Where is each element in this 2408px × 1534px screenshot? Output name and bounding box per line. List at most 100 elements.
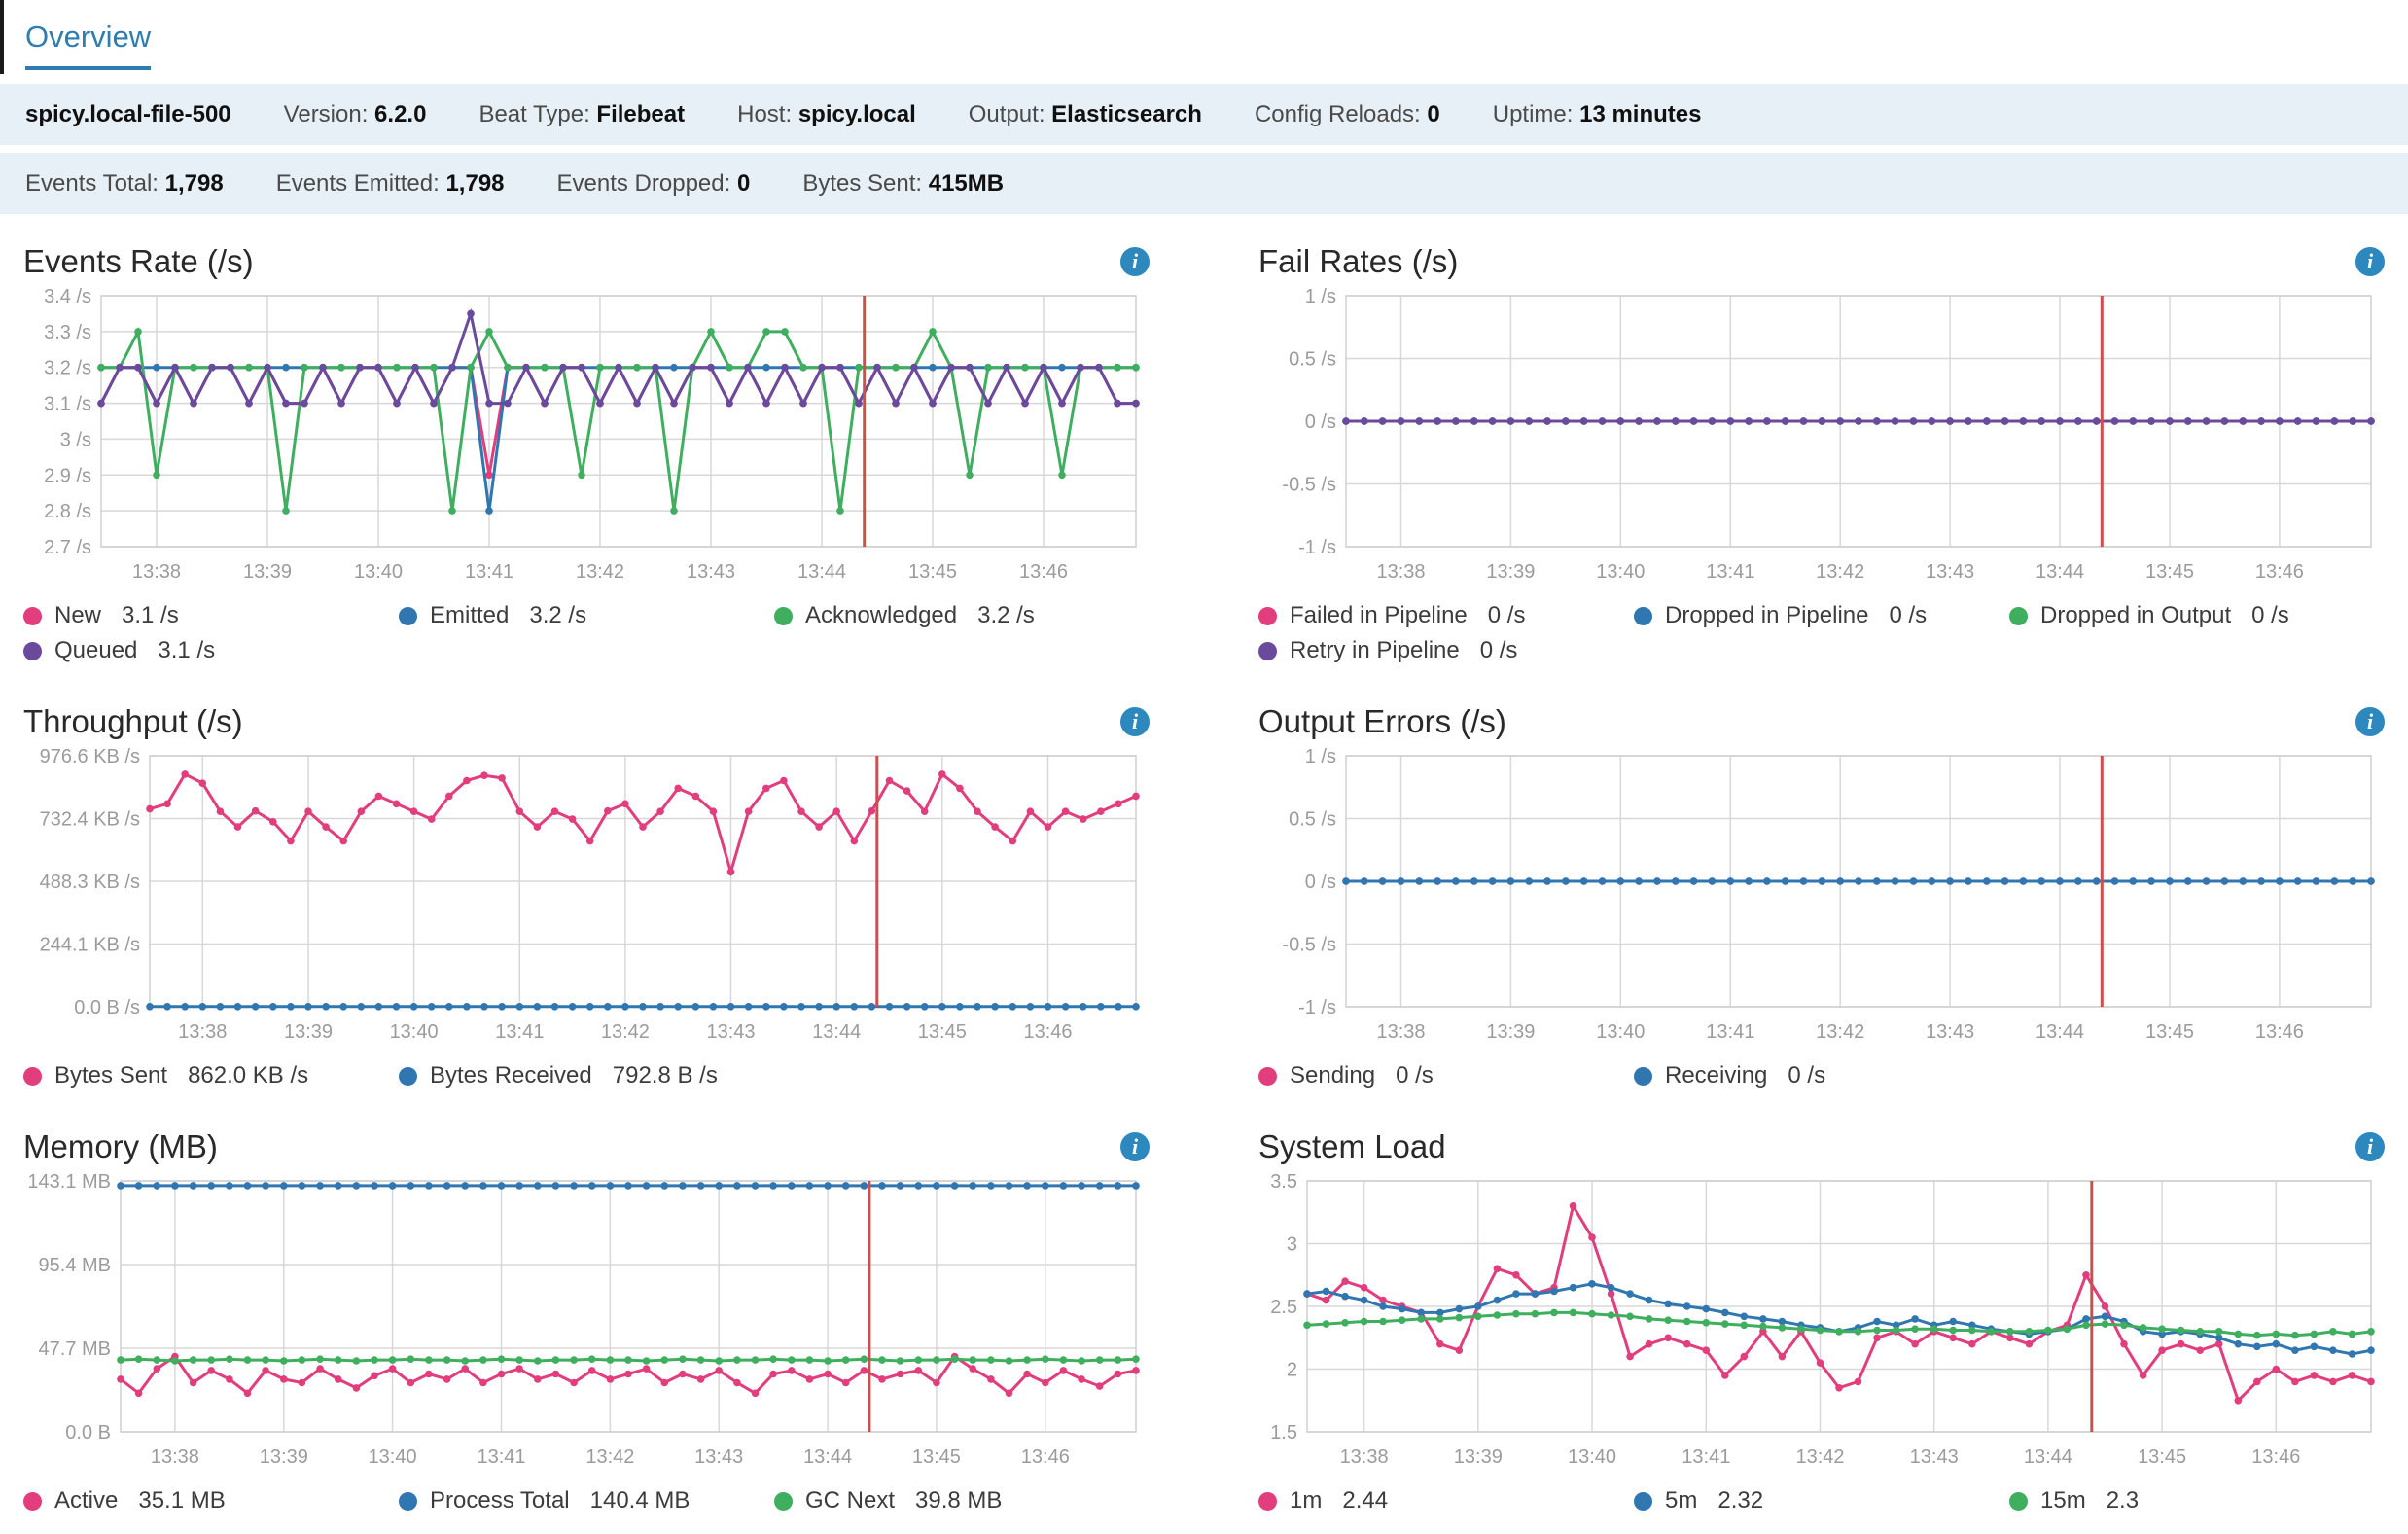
legend-item-retry-in-pipeline[interactable]: Retry in Pipeline 0 /s	[1258, 637, 1634, 664]
legend-dot	[1258, 641, 1277, 660]
chart-svg[interactable]: 3.4 /s 3.3 /s 3.2 /s 3.1 /s 3 /s 2.9 /s 2.8 /s…	[23, 286, 1150, 589]
legend-dot	[23, 641, 42, 660]
legend-item-bytes-received[interactable]: Bytes Received 792.8 B /s	[399, 1062, 774, 1089]
output-errors-legend: Sending 0 /s Receiving 0 /s	[1258, 1062, 2385, 1089]
svg-text:13:38: 13:38	[1376, 1021, 1425, 1043]
svg-text:13:41: 13:41	[1706, 1021, 1754, 1043]
tab-overview[interactable]: Overview	[25, 19, 152, 70]
legend-item-failed-in-pipeline[interactable]: Failed in Pipeline 0 /s	[1258, 602, 1634, 629]
svg-text:13:44: 13:44	[803, 1446, 852, 1468]
svg-text:13:42: 13:42	[601, 1021, 650, 1043]
metric-value: 415MB	[928, 170, 1005, 197]
legend-item-new[interactable]: New 3.1 /s	[23, 602, 399, 629]
info-icon[interactable]: i	[1120, 247, 1150, 277]
series-1m	[1303, 1202, 2375, 1405]
legend-label: Acknowledged	[805, 602, 958, 629]
legend-item-active[interactable]: Active 35.1 MB	[23, 1487, 399, 1515]
throughput-chart[interactable]: 976.6 KB /s 732.4 KB /s 488.3 KB /s 244.1 K…	[23, 746, 1150, 1054]
legend-label: Sending	[1290, 1062, 1376, 1089]
legend-label: Active	[54, 1487, 119, 1515]
memory-chart[interactable]: 143.1 MB 95.4 MB 47.7 MB 0.0 B 13:38 13:39 13:…	[23, 1171, 1150, 1480]
legend-item-5m[interactable]: 5m 2.32	[1634, 1487, 2009, 1515]
legend-item-process-total[interactable]: Process Total 140.4 MB	[399, 1487, 774, 1515]
metric-label: Events Dropped:	[556, 170, 737, 197]
svg-text:13:41: 13:41	[1706, 561, 1754, 583]
output-errors-chart[interactable]: 1 /s 0.5 /s 0 /s -0.5 /s -1 /s 13:38 13:39 13:4…	[1258, 746, 2385, 1054]
svg-text:13:46: 13:46	[1023, 1021, 1072, 1043]
metric-value: 1,798	[445, 170, 505, 197]
svg-text:0 /s: 0 /s	[1305, 872, 1336, 893]
legend-item-emitted[interactable]: Emitted 3.2 /s	[399, 602, 774, 629]
legend-item-dropped-in-output[interactable]: Dropped in Output 0 /s	[2009, 602, 2385, 629]
legend-label: Dropped in Output	[2040, 602, 2232, 629]
events-rate-chart[interactable]: 3.4 /s 3.3 /s 3.2 /s 3.1 /s 3 /s 2.9 /s 2.8 /s…	[23, 286, 1150, 594]
legend-item-15m[interactable]: 15m 2.3	[2009, 1487, 2385, 1515]
legend-label: Process Total	[430, 1487, 570, 1515]
info-icon[interactable]: i	[1120, 1132, 1150, 1162]
svg-text:0.5 /s: 0.5 /s	[1289, 349, 1336, 371]
legend-item-gc-next[interactable]: GC Next 39.8 MB	[774, 1487, 1150, 1515]
summary-metric: Events Total: 1,798	[25, 168, 224, 198]
metric-label: Bytes Sent:	[802, 170, 929, 197]
legend-value: 3.1 /s	[122, 602, 179, 629]
svg-text:13:38: 13:38	[1376, 561, 1425, 583]
svg-text:244.1 KB /s: 244.1 KB /s	[40, 935, 140, 956]
svg-text:2.5: 2.5	[1270, 1297, 1297, 1318]
info-icon[interactable]: i	[2355, 707, 2385, 737]
events-rate-legend: New 3.1 /s Emitted 3.2 /s Acknowledged 3.2 /s…	[23, 602, 1150, 664]
svg-text:13:40: 13:40	[369, 1446, 417, 1468]
metric-value: Filebeat	[596, 101, 686, 127]
svg-text:13:44: 13:44	[812, 1021, 861, 1043]
svg-text:13:44: 13:44	[2036, 561, 2084, 583]
legend-value: 2.3	[2106, 1487, 2140, 1515]
chart-svg[interactable]: 976.6 KB /s 732.4 KB /s 488.3 KB /s 244.1 K…	[23, 746, 1150, 1050]
legend-value: 862.0 KB /s	[188, 1062, 309, 1089]
legend-dot	[399, 1066, 417, 1086]
svg-text:976.6 KB /s: 976.6 KB /s	[40, 748, 140, 767]
svg-text:-1 /s: -1 /s	[1298, 997, 1336, 1018]
info-icon[interactable]: i	[1120, 707, 1150, 737]
fail-rates-chart[interactable]: 1 /s 0.5 /s 0 /s -0.5 /s -1 /s 13:38 13:39 13:4…	[1258, 286, 2385, 594]
chart-svg[interactable]: 3.5 3 2.5 2 1.5 13:38 13:39 13:40 13:41 13:42 13:4…	[1258, 1171, 2385, 1475]
legend-item-1m[interactable]: 1m 2.44	[1258, 1487, 1634, 1515]
info-icon[interactable]: i	[2355, 247, 2385, 277]
svg-text:13:46: 13:46	[2255, 561, 2304, 583]
metric-label: Beat Type:	[478, 101, 597, 127]
panel-title: Throughput (/s)	[23, 703, 243, 740]
svg-text:0.0 B /s: 0.0 B /s	[74, 997, 140, 1018]
legend-value: 0 /s	[2251, 602, 2289, 629]
svg-text:13:45: 13:45	[912, 1446, 961, 1468]
legend-dot	[1634, 1066, 1652, 1086]
summary-metric: Beat Type: Filebeat	[478, 99, 685, 129]
system-load-chart[interactable]: 3.5 3 2.5 2 1.5 13:38 13:39 13:40 13:41 13:42 13:4…	[1258, 1171, 2385, 1480]
chart-svg[interactable]: 1 /s 0.5 /s 0 /s -0.5 /s -1 /s 13:38 13:39 13:4…	[1258, 746, 2385, 1050]
svg-text:3.3 /s: 3.3 /s	[44, 322, 91, 343]
legend-item-acknowledged[interactable]: Acknowledged 3.2 /s	[774, 602, 1150, 629]
svg-text:3 /s: 3 /s	[60, 430, 91, 451]
legend-item-receiving[interactable]: Receiving 0 /s	[1634, 1062, 2009, 1089]
panel-throughput: Throughput (/s) i 976.6 KB /s 732.4 KB /s…	[23, 703, 1150, 1089]
metric-label: Host:	[737, 101, 798, 127]
summary-metric: Events Emitted: 1,798	[276, 168, 505, 198]
panel-system-load: System Load i 3.5 3 2.5 2 1.5 13:38 13:39 13:40…	[1258, 1128, 2385, 1515]
chart-svg[interactable]: 1 /s 0.5 /s 0 /s -0.5 /s -1 /s 13:38 13:39 13:4…	[1258, 286, 2385, 589]
legend-item-dropped-in-pipeline[interactable]: Dropped in Pipeline 0 /s	[1634, 602, 2009, 629]
legend-item-queued[interactable]: Queued 3.1 /s	[23, 637, 399, 664]
svg-text:13:38: 13:38	[1340, 1446, 1389, 1468]
panel-fail-rates: Fail Rates (/s) i 1 /s 0.5 /s 0 /s -0.5 /s -…	[1258, 243, 2385, 664]
chart-svg[interactable]: 143.1 MB 95.4 MB 47.7 MB 0.0 B 13:38 13:39 13:…	[23, 1171, 1150, 1475]
svg-text:13:46: 13:46	[1021, 1446, 1070, 1468]
legend-item-sending[interactable]: Sending 0 /s	[1258, 1062, 1634, 1089]
panel-memory: Memory (MB) i 143.1 MB 95.4 MB 47.7 MB 0.0 …	[23, 1128, 1150, 1515]
svg-text:13:41: 13:41	[1682, 1446, 1730, 1468]
legend-value: 792.8 B /s	[612, 1062, 718, 1089]
legend-item-bytes-sent[interactable]: Bytes Sent 862.0 KB /s	[23, 1062, 399, 1089]
svg-text:13:40: 13:40	[390, 1021, 439, 1043]
panel-title: System Load	[1258, 1128, 1446, 1165]
tab-bar: Overview	[0, 0, 2408, 70]
legend-label: New	[54, 602, 102, 629]
legend-label: Bytes Sent	[54, 1062, 168, 1089]
info-icon[interactable]: i	[2355, 1132, 2385, 1162]
svg-text:13:39: 13:39	[260, 1446, 308, 1468]
metric-value: 0	[1427, 101, 1440, 127]
